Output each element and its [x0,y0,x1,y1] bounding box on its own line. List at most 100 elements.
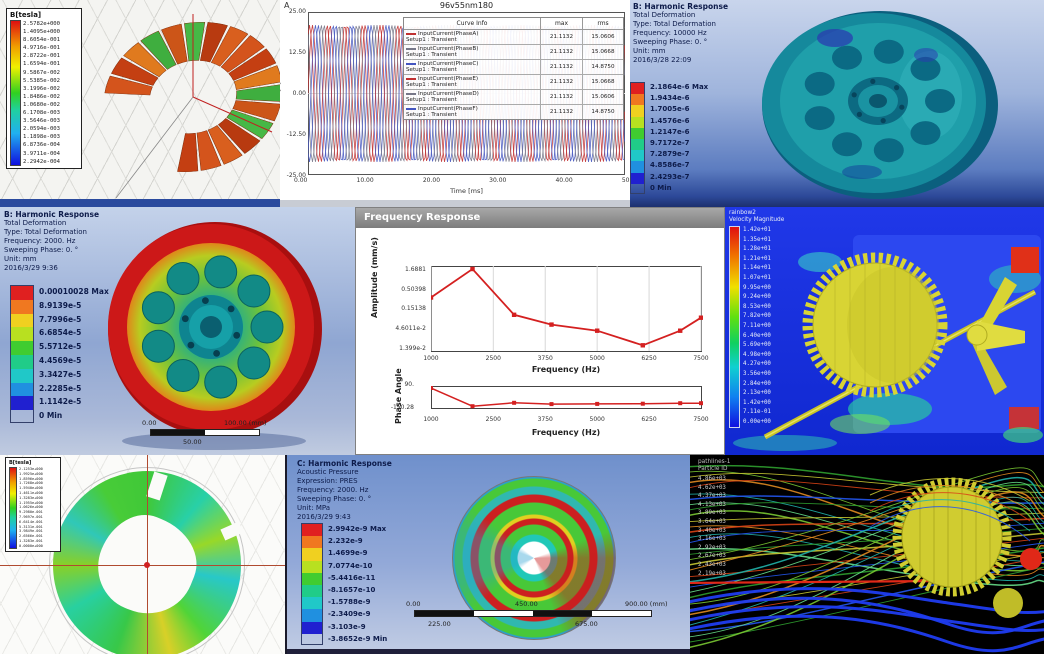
legend-value: 0 Min [39,411,63,421]
header-line: Frequency: 10000 Hz [633,29,707,37]
x-tick: 10.00 [356,177,374,184]
legend-value: 2.6566e-001 [19,534,43,539]
legend-value: 1.7005e-6 [650,105,690,114]
legend-value: 9.7172e-7 [650,139,690,148]
legend-value: 3.56e+00 [743,370,771,377]
colorband [302,584,322,598]
legend-value: 7.9697e-001 [19,514,43,519]
legend-value: 1.8596e+000 [19,476,43,481]
legend-value: 7.11e+00 [743,322,771,329]
legend-value: -1.5788e-9 [328,598,371,607]
colorband [302,609,322,622]
x-tick: 20.00 [422,177,441,184]
legend-value: -8.1657e-10 [328,586,376,595]
freq-tick: 5000 [589,416,605,423]
colorband [11,299,33,314]
x-tick: 0.00 [294,177,308,184]
harmonic-response-10000hz-panel: B: Harmonic Response Total Deformation Typ… [630,0,1044,207]
legend-value: -5.4416e-11 [328,573,376,582]
colorband [11,368,33,383]
curve-table-row: InputCurrent(PhaseD) Setup1 : Transient … [404,90,623,105]
y-tick: -12.50 [286,131,306,138]
legend-value: 7.82e+00 [743,313,771,320]
legend-value: 1.1955e+000 [19,500,43,505]
legend-value: 2.9942e-9 Max [328,525,387,533]
colorbar [630,82,645,195]
colorband [302,548,322,561]
x-axis-ticks: 0.00 10.00 20.00 30.00 40.00 50.00 [294,177,630,184]
flux-density-legend: B[tesla] 2.5782e+000 1.4095e+000 8.6054e-0… [6,8,82,169]
curve-info-table: Curve Info max rms InputCurrent(PhaseA) … [403,17,624,120]
colorband [11,286,33,300]
legend-value: 1.4576e-6 [650,116,690,125]
colorband [11,341,33,355]
colorband [631,105,644,117]
legend-value: 1.4699e-9 [328,549,368,558]
legend-value: 9.95e+00 [743,284,771,291]
curve-rms: 14.8750 [591,64,615,70]
legend-value: 1.4095e+000 [23,29,61,36]
freq-tick: 2500 [485,416,501,423]
legend-value: 1.6594e-001 [23,61,61,68]
curve-max: 21.1132 [541,105,583,119]
legend-title: B[tesla] [9,460,32,466]
colorband [302,536,322,549]
legend-value: 7.11e-01 [743,409,771,416]
table-header: Curve Info max rms [404,18,623,30]
legend-values: 2.5782e+000 1.4095e+000 8.6054e-001 4.9716e… [23,20,60,166]
legend-value: 8.6054e-001 [23,37,61,44]
legend-value: 1.9434e-6 [650,94,690,103]
flywheel-graphic [108,222,322,450]
window-title-bar[interactable]: Frequency Response [356,208,724,228]
plot-corner-label: A [284,1,290,10]
phase-axis-label: Phase Angle [394,368,403,424]
legend-value: 2.67e+03 [698,553,726,560]
colorband [631,94,644,106]
curve-rms: 15.0606 [591,94,615,100]
colorband [302,572,322,585]
colorbar [10,20,21,166]
maxwell-torus-field-panel: B[tesla] 2.5782e+000 1.4095e+000 8.6054e-0… [0,0,280,207]
x-tick: 50.00 [621,177,630,184]
legend-value: 6.6414e-001 [19,519,43,524]
colorband [631,138,644,151]
header-line: Sweeping Phase: 0. ° [297,495,372,503]
result-header: B: Harmonic Response Total Deformation Typ… [633,2,728,65]
amp-tick: 0.15138 [401,305,426,313]
freq-tick: 6250 [641,416,657,423]
legend-value: -3.8652e-9 Min [328,634,388,643]
legend-value: 2.92e+03 [698,544,726,551]
deformation-legend: 0.00010028 Max 8.9139e-5 7.7996e-5 6.6854e-… [10,285,109,423]
amp-tick: 1.399e-2 [399,344,426,352]
legend-value: 2.84e+00 [743,380,771,387]
colorband [631,127,644,139]
curve-rms: 15.0668 [591,79,615,85]
curve-table-row: InputCurrent(PhaseC) Setup1 : Transient … [404,60,623,75]
colorband [302,560,322,573]
flux-density-ring-panel: B[tesla] 2.1253e+000 1.9925e+000 1.8596e+0… [0,455,285,654]
legend-value: 1.07e+01 [743,274,771,281]
freq-tick: 1000 [423,355,439,362]
colorband [631,150,644,162]
legend-value: 2.13e+00 [743,390,771,397]
colorband [11,327,33,342]
amplitude-chart [431,266,703,352]
y-tick: -25.00 [286,172,306,179]
curve-color-swatch [406,77,416,80]
window-body: Amplitude (mm/s) 1.6881 0.50398 0.15138 4.6… [356,228,724,454]
freq-tick: 3750 [537,416,553,423]
legend-value: 0.00010028 Max [39,287,109,296]
ruler-label: 0.00 [406,600,421,608]
legend-value: 3.9849e-001 [19,529,43,534]
legend-value: -3.103e-9 [328,622,366,631]
axis-line [147,455,148,654]
legend-values: 2.9942e-9 Max 2.232e-9 1.4699e-9 7.0774e-10… [328,523,387,645]
header-line: Acoustic Pressure [297,468,359,476]
legend-value: 1.3283e+000 [19,495,43,500]
legend-value: 8.53e+00 [743,303,771,310]
colorbar [301,523,323,646]
window-edge-strip [287,649,690,654]
curve-max: 21.1132 [541,75,583,89]
legend-value: 5.5385e-002 [23,77,61,84]
